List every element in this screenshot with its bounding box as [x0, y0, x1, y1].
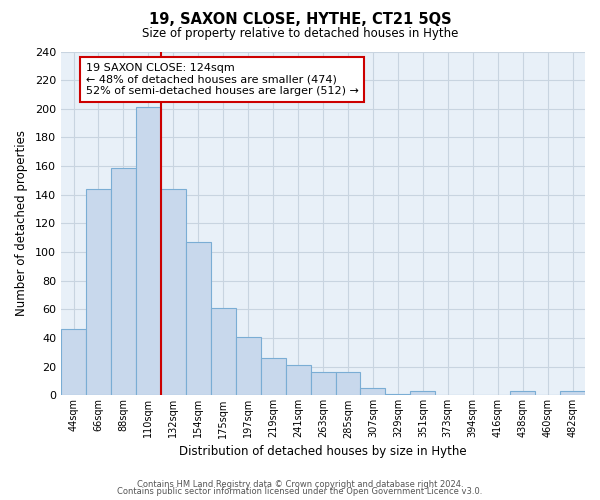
- Bar: [410, 391, 436, 396]
- Bar: [186, 242, 211, 396]
- Text: 19, SAXON CLOSE, HYTHE, CT21 5QS: 19, SAXON CLOSE, HYTHE, CT21 5QS: [149, 12, 451, 28]
- Text: Contains HM Land Registry data © Crown copyright and database right 2024.: Contains HM Land Registry data © Crown c…: [137, 480, 463, 489]
- Bar: [560, 391, 585, 396]
- Text: Contains public sector information licensed under the Open Government Licence v3: Contains public sector information licen…: [118, 488, 482, 496]
- Text: 19 SAXON CLOSE: 124sqm
← 48% of detached houses are smaller (474)
52% of semi-de: 19 SAXON CLOSE: 124sqm ← 48% of detached…: [86, 63, 359, 96]
- Y-axis label: Number of detached properties: Number of detached properties: [15, 130, 28, 316]
- Bar: [510, 391, 535, 396]
- Bar: [335, 372, 361, 396]
- Bar: [260, 358, 286, 396]
- Bar: [311, 372, 335, 396]
- Bar: [236, 336, 260, 396]
- Bar: [136, 108, 161, 396]
- Bar: [86, 189, 111, 396]
- X-axis label: Distribution of detached houses by size in Hythe: Distribution of detached houses by size …: [179, 444, 467, 458]
- Bar: [61, 330, 86, 396]
- Bar: [385, 394, 410, 396]
- Text: Size of property relative to detached houses in Hythe: Size of property relative to detached ho…: [142, 28, 458, 40]
- Bar: [211, 308, 236, 396]
- Bar: [161, 189, 186, 396]
- Bar: [286, 366, 311, 396]
- Bar: [361, 388, 385, 396]
- Bar: [111, 168, 136, 396]
